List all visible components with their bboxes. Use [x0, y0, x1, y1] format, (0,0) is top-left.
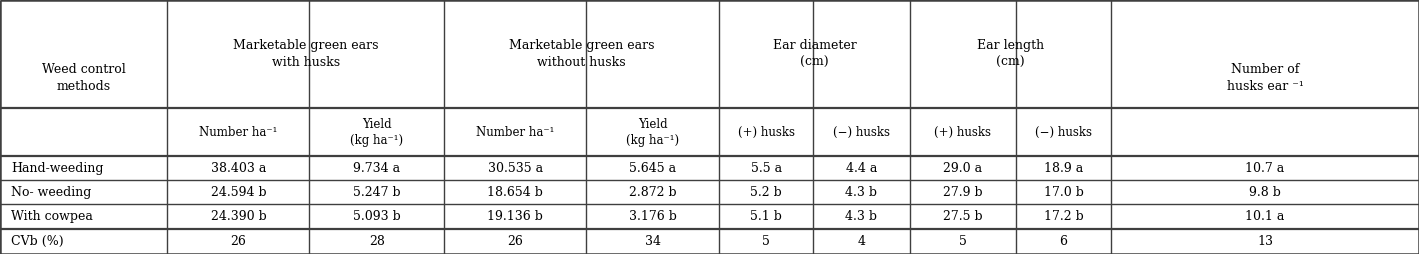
Text: 4: 4 [857, 235, 866, 248]
Text: 10.7 a: 10.7 a [1246, 162, 1284, 175]
Text: 5: 5 [762, 235, 771, 248]
Text: 18.9 a: 18.9 a [1044, 162, 1083, 175]
Text: 26: 26 [230, 235, 247, 248]
Text: 3.176 b: 3.176 b [629, 210, 677, 223]
Text: 6: 6 [1060, 235, 1067, 248]
Text: Number ha⁻¹: Number ha⁻¹ [199, 125, 278, 139]
Text: 30.535 a: 30.535 a [488, 162, 542, 175]
Text: 34: 34 [644, 235, 661, 248]
Text: Hand-weeding: Hand-weeding [11, 162, 104, 175]
Text: 5.645 a: 5.645 a [629, 162, 677, 175]
Text: 13: 13 [1257, 235, 1273, 248]
Text: 5.247 b: 5.247 b [353, 186, 400, 199]
Text: 24.594 b: 24.594 b [210, 186, 267, 199]
Text: 5.093 b: 5.093 b [353, 210, 400, 223]
Text: 19.136 b: 19.136 b [487, 210, 543, 223]
Text: Yield
(kg ha⁻¹): Yield (kg ha⁻¹) [350, 118, 403, 147]
Text: No- weeding: No- weeding [11, 186, 92, 199]
Text: 4.3 b: 4.3 b [846, 210, 877, 223]
Text: Ear diameter
(cm): Ear diameter (cm) [772, 39, 857, 69]
Text: 28: 28 [369, 235, 385, 248]
Text: (+) husks: (+) husks [934, 125, 992, 139]
Text: 17.2 b: 17.2 b [1043, 210, 1084, 223]
Text: 38.403 a: 38.403 a [210, 162, 267, 175]
Text: (−) husks: (−) husks [1034, 125, 1093, 139]
Text: Marketable green ears
without husks: Marketable green ears without husks [509, 39, 654, 69]
Text: 9.734 a: 9.734 a [353, 162, 400, 175]
Text: 17.0 b: 17.0 b [1043, 186, 1084, 199]
Text: Weed control
methods: Weed control methods [41, 63, 126, 93]
Text: 2.872 b: 2.872 b [629, 186, 677, 199]
Text: Number ha⁻¹: Number ha⁻¹ [475, 125, 555, 139]
Text: 5.5 a: 5.5 a [751, 162, 782, 175]
Text: 5.2 b: 5.2 b [751, 186, 782, 199]
Text: 29.0 a: 29.0 a [944, 162, 982, 175]
Text: 5.1 b: 5.1 b [751, 210, 782, 223]
Text: 5: 5 [959, 235, 966, 248]
Text: 4.4 a: 4.4 a [846, 162, 877, 175]
Text: (+) husks: (+) husks [738, 125, 795, 139]
Text: 10.1 a: 10.1 a [1246, 210, 1284, 223]
Text: 4.3 b: 4.3 b [846, 186, 877, 199]
Text: Marketable green ears
with husks: Marketable green ears with husks [233, 39, 379, 69]
Text: 26: 26 [507, 235, 524, 248]
Text: 18.654 b: 18.654 b [487, 186, 543, 199]
Text: Number of
husks ear ⁻¹: Number of husks ear ⁻¹ [1226, 63, 1304, 93]
Text: With cowpea: With cowpea [11, 210, 94, 223]
Text: 27.5 b: 27.5 b [944, 210, 982, 223]
Text: 24.390 b: 24.390 b [210, 210, 267, 223]
Text: (−) husks: (−) husks [833, 125, 890, 139]
Text: 27.9 b: 27.9 b [944, 186, 982, 199]
Text: 9.8 b: 9.8 b [1249, 186, 1281, 199]
Text: Yield
(kg ha⁻¹): Yield (kg ha⁻¹) [626, 118, 680, 147]
Text: Ear length
(cm): Ear length (cm) [976, 39, 1044, 69]
Text: CVb (%): CVb (%) [11, 235, 64, 248]
